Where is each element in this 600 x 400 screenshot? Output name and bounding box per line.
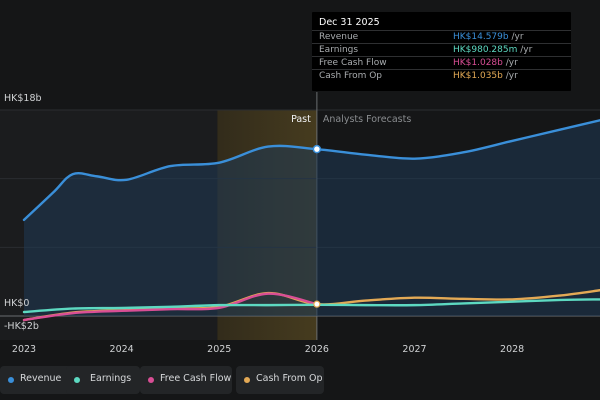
tooltip-value: HK$1.035b /yr <box>453 71 518 81</box>
cash-from-op-marker <box>313 300 321 308</box>
x-tick-label: 2026 <box>305 344 329 355</box>
legend: Revenue Earnings Free Cash Flow Cash Fro… <box>0 366 600 394</box>
series-line-revenue <box>22 119 600 222</box>
y-tick-label: HK$18b <box>4 93 42 104</box>
y-tick-label: -HK$2b <box>4 321 39 332</box>
tooltip-label: Earnings <box>319 45 359 55</box>
tooltip: Dec 31 2025 Revenue HK$14.579b /yr Earni… <box>312 12 571 91</box>
tooltip-label: Cash From Op <box>319 71 383 81</box>
tooltip-value: HK$14.579b /yr <box>453 32 524 42</box>
tooltip-row-cash-from-op: Cash From Op HK$1.035b /yr <box>312 69 571 83</box>
tooltip-row-revenue: Revenue HK$14.579b /yr <box>312 30 571 44</box>
legend-dot <box>8 377 14 383</box>
forecast-label: Analysts Forecasts <box>323 114 411 125</box>
x-tick-label: 2025 <box>207 344 231 355</box>
legend-dot <box>148 377 154 383</box>
y-tick-label: HK$0 <box>4 298 29 309</box>
legend-item-free-cash-flow[interactable]: Free Cash Flow <box>140 366 232 394</box>
legend-item-cash-from-op[interactable]: Cash From Op <box>236 366 324 394</box>
tooltip-value: HK$1.028b /yr <box>453 58 518 68</box>
legend-dot <box>74 377 80 383</box>
legend-dot <box>244 377 250 383</box>
x-tick-label: 2028 <box>500 344 524 355</box>
legend-item-earnings[interactable]: Earnings <box>66 366 140 394</box>
legend-label: Earnings <box>90 373 132 384</box>
x-tick-label: 2027 <box>402 344 426 355</box>
tooltip-label: Revenue <box>319 32 359 42</box>
tooltip-value: HK$980.285m /yr <box>453 45 533 55</box>
legend-label: Revenue <box>20 373 62 384</box>
chart-svg: HK$18b HK$0 -HK$2b 2023 2024 2025 2026 2027 2028… <box>0 92 600 355</box>
revenue-area <box>24 120 600 316</box>
revenue-marker <box>312 144 322 154</box>
tooltip-row-free-cash-flow: Free Cash Flow HK$1.028b /yr <box>312 56 571 70</box>
tooltip-date: Dec 31 2025 <box>319 17 380 28</box>
legend-label: Cash From Op <box>256 373 323 384</box>
x-tick-label: 2023 <box>12 344 36 355</box>
legend-label: Free Cash Flow <box>160 373 232 384</box>
series-line-free-cash-flow <box>22 292 319 322</box>
past-label: Past <box>291 114 311 125</box>
tooltip-label: Free Cash Flow <box>319 58 387 68</box>
legend-item-revenue[interactable]: Revenue <box>0 366 76 394</box>
x-tick-label: 2024 <box>110 344 134 355</box>
tooltip-row-earnings: Earnings HK$980.285m /yr <box>312 43 571 57</box>
